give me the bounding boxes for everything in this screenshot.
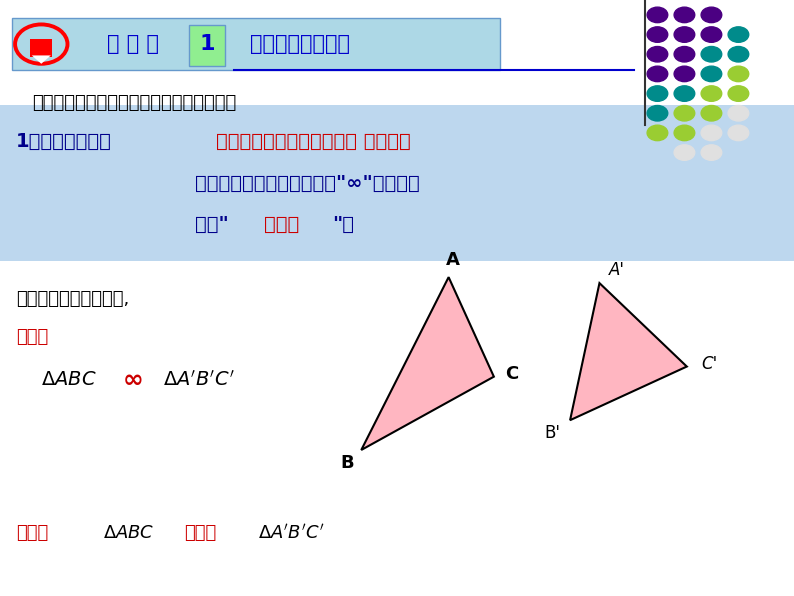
Polygon shape <box>361 277 494 450</box>
Text: B': B' <box>545 424 561 442</box>
Polygon shape <box>570 283 687 420</box>
Circle shape <box>701 27 722 42</box>
Circle shape <box>701 7 722 23</box>
Circle shape <box>647 105 668 121</box>
Circle shape <box>647 125 668 141</box>
Text: 知 识 点: 知 识 点 <box>107 34 160 54</box>
Circle shape <box>701 145 722 160</box>
Text: ∞: ∞ <box>123 368 144 392</box>
Circle shape <box>674 7 695 23</box>
Text: 在相似多边形中，最简单的是相似三角形。: 在相似多边形中，最简单的是相似三角形。 <box>32 94 236 111</box>
Text: 1: 1 <box>199 34 215 54</box>
Text: 记作：: 记作： <box>16 328 48 346</box>
FancyBboxPatch shape <box>12 18 500 70</box>
Text: 读作：: 读作： <box>16 524 48 542</box>
Text: $\Delta A'B'C'$: $\Delta A'B'C'$ <box>258 524 325 543</box>
Text: A: A <box>445 252 460 269</box>
FancyBboxPatch shape <box>189 25 225 66</box>
Text: B: B <box>340 454 354 472</box>
Circle shape <box>701 105 722 121</box>
Polygon shape <box>32 55 51 64</box>
Circle shape <box>674 66 695 82</box>
Text: $\Delta ABC$: $\Delta ABC$ <box>103 524 155 542</box>
Circle shape <box>728 105 749 121</box>
Text: C': C' <box>701 355 717 372</box>
Text: $\Delta ABC$: $\Delta ABC$ <box>41 370 97 389</box>
Circle shape <box>674 27 695 42</box>
Circle shape <box>701 125 722 141</box>
Text: $\Delta A'B'C'$: $\Delta A'B'C'$ <box>163 370 234 390</box>
Circle shape <box>674 86 695 101</box>
Circle shape <box>674 105 695 121</box>
Text: 相似于: 相似于 <box>264 215 299 234</box>
Circle shape <box>728 46 749 62</box>
Circle shape <box>647 27 668 42</box>
Circle shape <box>674 125 695 141</box>
Text: C: C <box>505 365 518 383</box>
Text: 如图，两个三角形相似,: 如图，两个三角形相似, <box>16 290 129 308</box>
Circle shape <box>728 66 749 82</box>
Text: 对应边成比例、对应角相等 的三角形: 对应边成比例、对应角相等 的三角形 <box>216 132 410 151</box>
Circle shape <box>674 145 695 160</box>
Circle shape <box>647 86 668 101</box>
Text: 是相似三角形。相似用符号"∞"来表示，: 是相似三角形。相似用符号"∞"来表示， <box>195 173 419 193</box>
FancyBboxPatch shape <box>0 105 794 261</box>
Text: A': A' <box>609 261 625 279</box>
Circle shape <box>647 66 668 82</box>
Text: 相似于: 相似于 <box>184 524 217 542</box>
Circle shape <box>701 86 722 101</box>
Circle shape <box>701 46 722 62</box>
Circle shape <box>647 7 668 23</box>
Circle shape <box>728 86 749 101</box>
Text: "。: "。 <box>332 215 354 234</box>
FancyBboxPatch shape <box>30 39 52 57</box>
Circle shape <box>647 46 668 62</box>
Text: 相似三角形的概念: 相似三角形的概念 <box>250 34 350 54</box>
Text: 1、相似三角形：: 1、相似三角形： <box>16 132 112 151</box>
Circle shape <box>728 27 749 42</box>
Circle shape <box>728 125 749 141</box>
Circle shape <box>674 46 695 62</box>
Circle shape <box>701 66 722 82</box>
Text: 读作": 读作" <box>195 215 229 234</box>
